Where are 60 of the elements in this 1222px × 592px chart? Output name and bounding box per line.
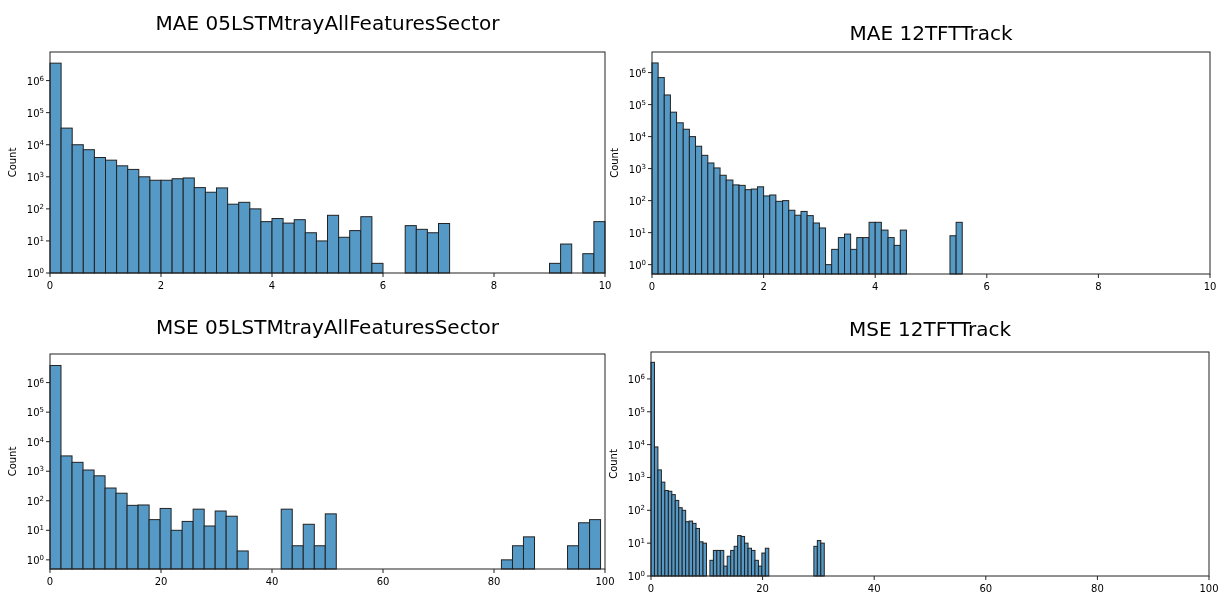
x-tick-label: 2 bbox=[157, 280, 165, 291]
y-tick-label: 10$^{2}$ bbox=[26, 202, 44, 215]
y-tick-label: 10$^{3}$ bbox=[627, 471, 645, 484]
x-tick-label: 6 bbox=[379, 280, 387, 291]
x-tick-label: 10 bbox=[598, 280, 612, 291]
x-tick-label: 80 bbox=[487, 576, 501, 587]
x-tick-label: 8 bbox=[490, 280, 498, 291]
chart-title: MSE 12TFTTrack bbox=[849, 317, 1012, 341]
x-tick-label: 20 bbox=[154, 576, 168, 587]
y-tick-label: 10$^{6}$ bbox=[26, 376, 45, 389]
x-tick-label: 100 bbox=[1199, 583, 1219, 592]
y-tick-label: 10$^{1}$ bbox=[26, 234, 44, 247]
y-tick-label: 10$^{0}$ bbox=[628, 258, 646, 271]
x-tick-label: 0 bbox=[46, 576, 54, 587]
x-tick-label: 60 bbox=[979, 583, 993, 592]
y-tick-label: 10$^{0}$ bbox=[26, 267, 44, 279]
y-tick-label: 10$^{1}$ bbox=[627, 537, 645, 550]
x-tick-label: 4 bbox=[872, 281, 879, 292]
y-tick-label: 10$^{3}$ bbox=[26, 170, 44, 183]
y-tick-label: 10$^{4}$ bbox=[26, 435, 45, 448]
x-tick-label: 6 bbox=[983, 281, 990, 292]
chart-title: MSE 05LSTMtrayAllFeaturesSector bbox=[156, 315, 500, 339]
x-tick-label: 40 bbox=[265, 576, 279, 587]
x-tick-label: 4 bbox=[268, 280, 276, 291]
y-tick-label: 10$^{5}$ bbox=[628, 98, 646, 111]
y-tick-label: 10$^{4}$ bbox=[627, 438, 646, 451]
chart-title: MAE 05LSTMtrayAllFeaturesSector bbox=[155, 11, 501, 35]
y-tick-label: 10$^{5}$ bbox=[26, 406, 44, 419]
x-tick-label: 100 bbox=[595, 576, 615, 587]
y-tick-label: 10$^{0}$ bbox=[627, 570, 645, 582]
x-tick-label: 20 bbox=[756, 583, 769, 592]
x-tick-label: 80 bbox=[1091, 583, 1104, 592]
x-tick-label: 0 bbox=[46, 280, 54, 291]
chart-title: MAE 12TFTTrack bbox=[849, 21, 1013, 45]
x-tick-label: 40 bbox=[867, 583, 881, 592]
x-tick-label: 0 bbox=[648, 281, 656, 292]
y-tick-label: 10$^{3}$ bbox=[26, 465, 44, 478]
y-tick-label: 10$^{3}$ bbox=[628, 162, 646, 175]
x-tick-label: 8 bbox=[1095, 281, 1102, 292]
y-tick-label: 10$^{0}$ bbox=[26, 553, 44, 566]
y-tick-label: 10$^{2}$ bbox=[628, 194, 646, 207]
y-tick-label: 10$^{5}$ bbox=[26, 106, 44, 119]
x-tick-label: 60 bbox=[376, 576, 390, 587]
x-tick-label: 2 bbox=[760, 281, 767, 292]
y-tick-label: 10$^{4}$ bbox=[628, 130, 647, 143]
y-axis-title: Count bbox=[608, 449, 619, 479]
y-axis-title: Count bbox=[609, 148, 620, 178]
y-tick-label: 10$^{4}$ bbox=[26, 138, 45, 151]
y-tick-label: 10$^{6}$ bbox=[628, 66, 647, 79]
x-tick-label: 0 bbox=[647, 583, 655, 592]
y-tick-label: 10$^{1}$ bbox=[628, 226, 646, 239]
y-axis-title: Count bbox=[7, 446, 18, 477]
x-tick-label: 10 bbox=[1203, 281, 1217, 292]
y-axis-title: Count bbox=[7, 147, 18, 178]
y-tick-label: 10$^{6}$ bbox=[26, 74, 45, 87]
y-tick-label: 10$^{1}$ bbox=[26, 524, 44, 537]
y-tick-label: 10$^{5}$ bbox=[627, 405, 645, 418]
y-tick-label: 10$^{6}$ bbox=[627, 372, 646, 385]
y-tick-label: 10$^{2}$ bbox=[26, 494, 44, 507]
y-tick-label: 10$^{2}$ bbox=[627, 504, 645, 517]
